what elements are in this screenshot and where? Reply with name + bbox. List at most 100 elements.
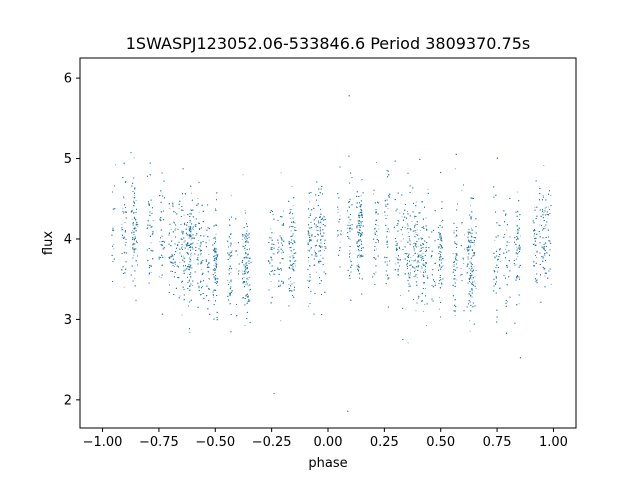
data-point (197, 198, 199, 199)
data-point (395, 256, 397, 258)
data-point (415, 259, 417, 261)
data-point (113, 244, 115, 246)
data-point (315, 218, 316, 220)
data-point (373, 193, 375, 195)
data-point (357, 224, 359, 226)
data-point (187, 244, 188, 246)
data-point (425, 217, 427, 219)
data-point (320, 261, 322, 262)
data-point (441, 257, 443, 259)
data-point (292, 233, 294, 235)
data-point (425, 248, 427, 250)
data-point (399, 212, 401, 214)
data-point (422, 219, 424, 221)
data-point (122, 229, 124, 230)
data-point (290, 268, 292, 270)
data-point (544, 275, 546, 277)
data-point (550, 195, 552, 197)
data-point (183, 241, 185, 243)
data-point (317, 239, 319, 241)
data-point (320, 245, 322, 247)
data-point (426, 275, 428, 277)
data-point (536, 250, 538, 252)
data-point (544, 227, 546, 229)
data-point (133, 200, 135, 202)
data-point (544, 243, 546, 245)
data-point (228, 282, 230, 284)
data-point (216, 256, 218, 258)
data-point (550, 283, 552, 285)
data-point (415, 252, 416, 254)
data-point (277, 251, 279, 253)
data-point (146, 227, 148, 228)
data-point (200, 268, 202, 270)
data-point (188, 279, 190, 281)
data-point (438, 247, 439, 249)
data-point (517, 239, 519, 241)
data-point (318, 259, 320, 261)
data-point (404, 227, 406, 228)
data-point (535, 257, 537, 258)
data-point (320, 254, 322, 256)
data-point (309, 201, 311, 203)
data-point (498, 224, 500, 226)
data-point (543, 211, 545, 213)
data-point (375, 271, 377, 273)
data-point (384, 214, 386, 216)
data-point (441, 220, 443, 222)
data-point (190, 260, 192, 262)
data-point (227, 279, 229, 281)
data-point (463, 263, 465, 264)
data-point (292, 234, 294, 236)
data-point (420, 271, 422, 273)
data-point (434, 282, 436, 284)
data-point (415, 234, 417, 235)
data-point (242, 270, 244, 272)
data-point (152, 220, 154, 221)
data-point (469, 330, 471, 332)
data-point (174, 264, 176, 266)
data-point (377, 225, 379, 227)
data-point (190, 252, 192, 254)
data-point (536, 218, 538, 220)
data-point (242, 239, 244, 241)
data-point (307, 249, 309, 251)
data-point (376, 234, 378, 236)
data-point (467, 263, 469, 265)
data-point (518, 252, 519, 254)
data-point (131, 219, 133, 220)
data-point (544, 206, 546, 208)
data-point (188, 290, 190, 291)
data-point (411, 221, 413, 222)
data-point (469, 244, 471, 246)
data-point (175, 227, 177, 229)
data-point (135, 199, 137, 201)
data-point (244, 284, 246, 286)
data-point (135, 228, 137, 230)
data-point (189, 221, 191, 223)
data-point (473, 242, 475, 243)
data-point (362, 221, 363, 222)
data-point (360, 195, 362, 197)
data-point (416, 277, 418, 279)
data-point (280, 172, 282, 174)
data-point (455, 254, 457, 256)
data-point (315, 271, 317, 273)
data-point (158, 276, 160, 278)
chart-title: 1SWASPJ123052.06-533846.6 Period 3809370… (126, 34, 531, 53)
data-point (215, 260, 217, 262)
data-point (215, 251, 217, 253)
data-point (231, 250, 233, 252)
data-point (394, 263, 396, 265)
data-point (230, 272, 232, 274)
data-point (468, 267, 470, 269)
data-point (349, 238, 351, 240)
data-point (387, 277, 389, 279)
data-point (189, 332, 191, 333)
data-point (415, 223, 416, 225)
data-point (464, 234, 466, 236)
data-point (412, 255, 414, 257)
data-point (197, 240, 199, 241)
data-point (190, 255, 192, 257)
